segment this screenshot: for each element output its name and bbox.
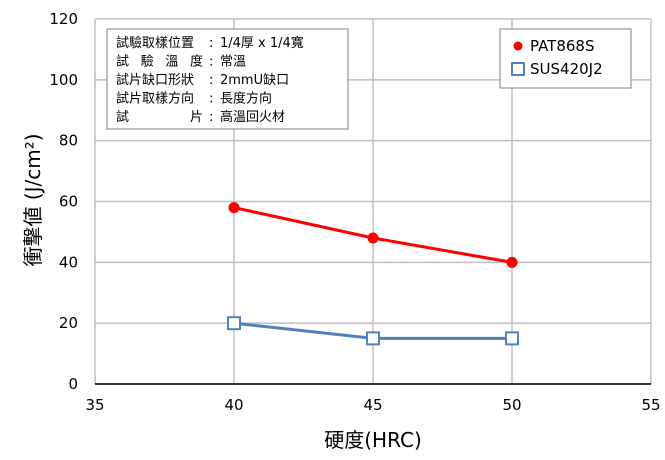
condition-value: 長度方向 [220,91,272,107]
x-axis-title: 硬度(HRC) [324,428,422,452]
legend: PAT868S SUS420J2 [499,28,632,89]
y-tick-label: 0 [68,375,78,393]
y-tick-label: 60 [59,193,78,211]
data-point [366,331,380,346]
y-tick-label: 100 [49,71,78,89]
data-point [367,232,379,244]
x-tick-label: 55 [641,396,660,414]
legend-marker [513,41,523,51]
condition-separator: : [209,92,213,107]
legend-label: PAT868S [530,37,595,55]
data-point [228,202,240,214]
y-tick-label: 120 [49,10,78,28]
condition-separator: : [209,73,213,88]
condition-separator: : [209,36,213,51]
x-tick-label: 45 [363,396,382,414]
y-axis-title: 衝撃値 (J/cm²) [21,133,45,266]
legend-label: SUS420J2 [530,60,603,78]
test-conditions-box: 試驗取樣位置:1/4厚 x 1/4寬試 驗 溫 度: 常溫試片缺口形狀:2mmU缺… [106,28,349,130]
x-tick-label: 40 [224,396,243,414]
condition-separator: : [209,55,213,70]
data-point [506,256,518,268]
condition-value: 常溫 [220,55,246,70]
y-axis-ticks: 0 20 40 60 80 100 120 [49,10,78,393]
y-tick-label: 80 [59,132,78,150]
condition-value: 高溫回火材 [220,109,285,125]
condition-value: 2mmU缺口 [220,73,289,88]
y-tick-label: 20 [59,314,78,332]
x-axis-ticks: 35 40 45 50 55 [85,396,660,414]
data-series [227,202,519,346]
condition-label: 試片取樣方向 [116,91,194,107]
data-point [505,331,519,346]
condition-value: 1/4厚 x 1/4寬 [220,35,304,51]
condition-label: 試片缺口形狀 [116,72,194,88]
condition-separator: : [209,110,213,125]
x-tick-label: 35 [85,396,104,414]
legend-marker [511,62,525,76]
data-point [227,316,241,331]
y-tick-label: 40 [59,253,78,271]
x-tick-label: 50 [502,396,521,414]
condition-label: 試驗取樣位置 [116,35,194,51]
